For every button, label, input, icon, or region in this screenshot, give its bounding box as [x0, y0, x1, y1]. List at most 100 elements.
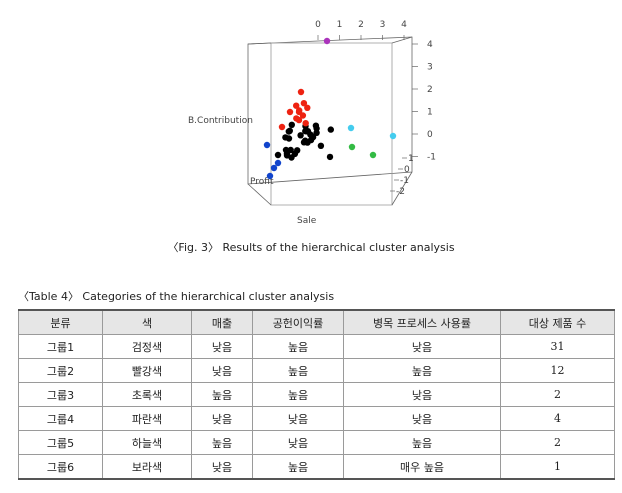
- right-tick-label: 4: [427, 40, 433, 50]
- box-edge: [391, 36, 413, 44]
- cell: 1: [500, 454, 615, 480]
- cell: 그룹6: [18, 454, 103, 480]
- cell: 낮음: [191, 406, 253, 431]
- data-point: [286, 127, 293, 134]
- data-point: [297, 88, 305, 96]
- depth-tick-label: 0: [404, 165, 410, 175]
- cell: 낮음: [252, 406, 344, 431]
- data-point: [303, 128, 310, 135]
- data-point: [309, 133, 317, 141]
- right-tick-label: 0: [427, 130, 433, 140]
- cell: 빨강색: [102, 358, 192, 383]
- top-tick-label: 0: [315, 20, 321, 30]
- data-point: [304, 104, 311, 112]
- top-axis-ticks: 0 1 2 3 4: [315, 20, 407, 40]
- box-edge: [391, 171, 413, 206]
- cell: 그룹4: [18, 406, 103, 431]
- cell: 낮음: [343, 382, 501, 407]
- cell: 하늘색: [102, 430, 192, 455]
- plot-box: [247, 36, 413, 206]
- cell: 낮음: [191, 358, 253, 383]
- right-tick-label: 2: [427, 85, 433, 95]
- cell: 그룹2: [18, 358, 103, 383]
- data-point: [286, 108, 294, 116]
- header-cell: 공헌이익률: [252, 309, 344, 335]
- cell: 낮음: [191, 454, 253, 480]
- cluster-categories-table: 분류 색 매출 공헌이익률 병목 프로세스 사용률 대상 제품 수 그룹1 검정…: [18, 309, 615, 480]
- table-row: 그룹5 하늘색 높음 낮음 높음 2: [18, 430, 615, 455]
- data-point: [291, 150, 299, 158]
- data-point: [300, 139, 308, 146]
- box-back-face: [247, 36, 413, 185]
- cell: 파란색: [102, 406, 192, 431]
- box-edge: [247, 183, 272, 206]
- depth-tick-label: 1: [408, 154, 414, 164]
- box-edge: [247, 42, 272, 45]
- depth-tick-label: -2: [396, 187, 405, 197]
- zlabel: Profit: [250, 177, 274, 187]
- cell: 4: [500, 406, 615, 431]
- cell: 높음: [343, 430, 501, 455]
- table-header-row: 분류 색 매출 공헌이익률 병목 프로세스 사용률 대상 제품 수: [18, 309, 615, 335]
- data-point: [389, 132, 397, 140]
- data-point: [313, 129, 320, 136]
- cell: 2: [500, 382, 615, 407]
- cell: 낮음: [343, 406, 501, 431]
- data-point: [326, 153, 334, 161]
- data-point: [297, 132, 304, 139]
- cell: 그룹1: [18, 334, 103, 359]
- data-point: [266, 172, 274, 180]
- cell: 2: [500, 430, 615, 455]
- right-tick-label: 1: [427, 108, 433, 118]
- data-point: [347, 124, 355, 132]
- data-point: [302, 120, 309, 127]
- data-point: [369, 151, 377, 159]
- data-points: [263, 37, 397, 180]
- top-tick-label: 1: [337, 20, 343, 30]
- data-point: [283, 152, 291, 159]
- cell: 높음: [191, 382, 253, 407]
- header-cell: 매출: [191, 309, 253, 335]
- data-point: [274, 159, 282, 167]
- cell: 검정색: [102, 334, 192, 359]
- data-point: [263, 141, 271, 149]
- cell: 높음: [252, 358, 344, 383]
- cell: 초록색: [102, 382, 192, 407]
- cell: 높음: [343, 358, 501, 383]
- table-row: 그룹4 파란색 낮음 낮음 낮음 4: [18, 406, 615, 431]
- cell: 높음: [252, 454, 344, 480]
- cell: 낮음: [343, 334, 501, 359]
- data-point: [278, 123, 286, 131]
- cell: 12: [500, 358, 615, 383]
- top-tick-label: 2: [358, 20, 364, 30]
- header-cell: 병목 프로세스 사용률: [343, 309, 501, 335]
- data-point: [323, 37, 331, 45]
- data-point: [348, 143, 356, 151]
- cell: 매우 높음: [343, 454, 501, 480]
- table-row: 그룹2 빨강색 낮음 높음 높음 12: [18, 358, 615, 383]
- cell: 낮음: [252, 430, 344, 455]
- data-point: [293, 102, 300, 109]
- table-row: 그룹3 초록색 높음 높음 낮음 2: [18, 382, 615, 407]
- top-tick-label: 3: [380, 20, 386, 30]
- depth-axis-ticks: 10-1-2: [390, 154, 414, 197]
- data-point: [293, 115, 300, 122]
- table-caption: 〈Table 4〉 Categories of the hierarchical…: [18, 290, 335, 303]
- data-point: [296, 107, 303, 114]
- header-cell: 분류: [18, 309, 103, 335]
- cell: 그룹5: [18, 430, 103, 455]
- right-tick-label: 3: [427, 63, 433, 73]
- right-tick-label: -1: [427, 153, 436, 163]
- figure-caption: 〈Fig. 3〉 Results of the hierarchical clu…: [167, 241, 455, 254]
- header-cell: 색: [102, 309, 192, 335]
- depth-tick-label: -1: [400, 176, 409, 186]
- cell: 높음: [191, 430, 253, 455]
- table-row: 그룹6 보라색 낮음 높음 매우 높음 1: [18, 454, 615, 480]
- data-point: [317, 142, 325, 149]
- cell: 높음: [252, 382, 344, 407]
- cell: 31: [500, 334, 615, 359]
- cell: 낮음: [191, 334, 253, 359]
- top-tick-label: 4: [401, 20, 407, 30]
- data-point: [287, 146, 294, 154]
